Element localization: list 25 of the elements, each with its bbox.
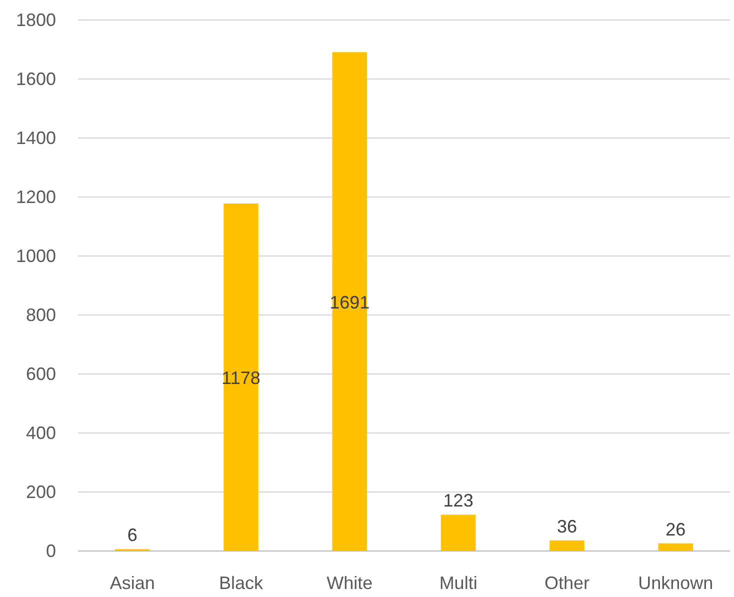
data-label: 6 — [127, 525, 138, 546]
x-tick-label: Multi — [439, 573, 478, 593]
data-label: 123 — [443, 490, 474, 511]
bar — [440, 514, 476, 551]
y-tick-label: 800 — [26, 305, 56, 325]
y-tick-label: 1200 — [16, 187, 56, 207]
bar — [658, 543, 694, 551]
y-tick-label: 0 — [46, 541, 56, 561]
y-tick-label: 600 — [26, 364, 56, 384]
x-tick-label: Other — [544, 573, 590, 593]
y-tick-label: 1000 — [16, 246, 56, 266]
y-tick-label: 200 — [26, 482, 56, 502]
x-tick-label: Asian — [110, 573, 155, 593]
y-tick-label: 1800 — [16, 10, 56, 30]
x-tick-label: Black — [218, 573, 264, 593]
bar — [332, 52, 368, 551]
bar — [550, 540, 584, 551]
x-tick-label: Unknown — [638, 573, 714, 593]
y-tick-label: 400 — [26, 423, 56, 443]
data-label: 36 — [556, 516, 578, 536]
y-tick-label: 1600 — [16, 69, 56, 89]
bar — [224, 203, 258, 551]
y-tick-label: 1400 — [16, 128, 56, 148]
x-tick-label: White — [326, 573, 373, 593]
data-label: 26 — [666, 519, 686, 540]
